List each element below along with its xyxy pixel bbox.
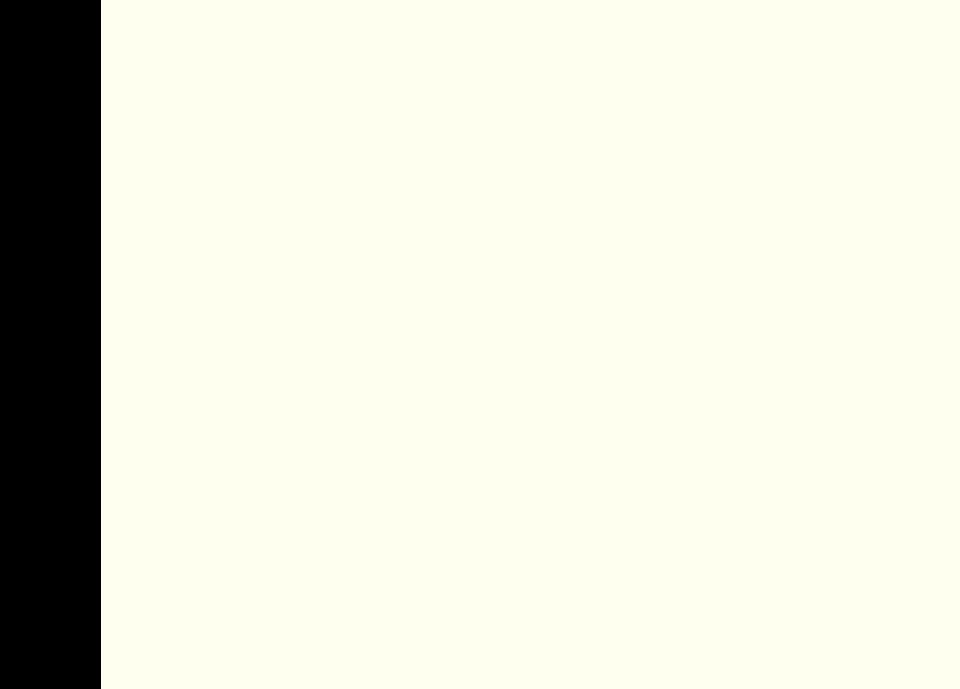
Text: • Tire traction . . . . . . . . . . . . . . . . . . . . . . . . . . . . . 7-47: • Tire traction . . . . . . . . . . . . …: [536, 305, 885, 318]
Text: Engine oil  . . . . . . . . . . . . . . . . . . . . . . . . . . . . . . 7-23: Engine oil . . . . . . . . . . . . . . .…: [113, 345, 490, 358]
Text: Fuses . . . . . . . . . . . . . . . . . . . . . . . . . . . . . . . . . . . 7-55: Fuses . . . . . . . . . . . . . . . . . …: [536, 536, 924, 549]
Text: Brake and clutch fluid. . . . . . . . . . . . . . . . . . . . . . . 7-28: Brake and clutch fluid. . . . . . . . . …: [113, 394, 502, 407]
Text: Engine coolant  . . . . . . . . . . . . . . . . . . . . . . . . . . . 7-25: Engine coolant . . . . . . . . . . . . .…: [113, 369, 497, 382]
Text: Wiper blades. . . . . . . . . . . . . . . . . . . . . . . . . . . . . . 7-35: Wiper blades. . . . . . . . . . . . . . …: [113, 590, 504, 603]
Text: • Radial-ply tires . . . . . . . . . . . . . . . . . . . . . . . . . . . 7-54: • Radial-ply tires . . . . . . . . . . .…: [536, 511, 887, 524]
Text: • Engine compartment fuse replacement . . . . . . . . . . 7-57: • Engine compartment fuse replacement . …: [536, 588, 904, 601]
Text: Automatic transmission fluid . . . . . . . . . . . . . . . . . 7-30: Automatic transmission fluid . . . . . .…: [113, 443, 499, 456]
Text: • Maintenance under severe usage conditions  . . . . . 7-19: • Maintenance under severe usage conditi…: [113, 296, 477, 309]
Text: CarManuals2.com: CarManuals2.com: [424, 80, 536, 93]
Bar: [101, 0, 960, 72]
Text: • Owner maintenance schedule . . . . . . . . . . . . . . . . 7-5: • Owner maintenance schedule . . . . . .…: [113, 223, 463, 236]
Text: Battery. . . . . . . . . . . . . . . . . . . . . . . . . . . . . . . . . . 7-38: Battery. . . . . . . . . . . . . . . . .…: [113, 615, 500, 628]
Text: • Summer tires  . . . . . . . . . . . . . . . . . . . . . . . . . . . . 7-53: • Summer tires . . . . . . . . . . . . .…: [536, 433, 890, 446]
Text: • All season tires  . . . . . . . . . . . . . . . . . . . . . . . . . . 7-52: • All season tires . . . . . . . . . . .…: [536, 408, 885, 421]
Text: • Owner maintenance precautions. . . . . . . . . . . . . . 7-4: • Owner maintenance precautions. . . . .…: [113, 174, 460, 187]
Bar: [912, 603, 960, 651]
Text: Air cleaner  . . . . . . . . . . . . . . . . . . . . . . . . . . . . . . 7-32: Air cleaner . . . . . . . . . . . . . . …: [113, 541, 497, 554]
Text: Washer fluid . . . . . . . . . . . . . . . . . . . . . . . . . . . . . 7-30: Washer fluid . . . . . . . . . . . . . .…: [113, 492, 496, 505]
Text: Scheduled maintenance service  . . . . . . . . . . . . . . . . 7-7: Scheduled maintenance service . . . . . …: [113, 247, 507, 260]
Text: • Recommended cold tire inflation pressures. . . . . . . . 7-41: • Recommended cold tire inflation pressu…: [536, 152, 907, 165]
Text: Climate control air filter . . . . . . . . . . . . . . . . . . . . . 7-33: Climate control air filter . . . . . . .…: [113, 566, 503, 579]
Text: • Fuse/relay panel description  . . . . . . . . . . . . . . . . . 7-58: • Fuse/relay panel description . . . . .…: [536, 613, 895, 626]
Text: • Wheel alignment and tire balance . . . . . . . . . . . . . . 7-44: • Wheel alignment and tire balance . . .…: [536, 228, 901, 241]
Text: Maintenance: Maintenance: [108, 31, 320, 59]
Text: • Tire terminology and definitions . . . . . . . . . . . . . . 7-51: • Tire terminology and definitions . . .…: [536, 382, 890, 395]
Text: 7: 7: [926, 613, 946, 641]
Text: Parking brake. . . . . . . . . . . . . . . . . . . . . . . . . . . . . 7-31: Parking brake. . . . . . . . . . . . . .…: [113, 517, 501, 530]
Text: • Wheel replacement . . . . . . . . . . . . . . . . . . . . . . . . . 7-46: • Wheel replacement . . . . . . . . . . …: [536, 280, 900, 293]
Text: Tires and wheels. . . . . . . . . . . . . . . . . . . . . . . . . . . 7-41: Tires and wheels. . . . . . . . . . . . …: [536, 100, 926, 113]
Text: • Normal maintenance schedule  . . . . . . . . . . . . . . . 7-8: • Normal maintenance schedule . . . . . …: [113, 271, 463, 285]
Text: Power steering fluid . . . . . . . . . . . . . . . . . . . . . . . . 7-29: Power steering fluid . . . . . . . . . .…: [113, 418, 504, 431]
Text: Explanation of scheduled maintenance items . . . . 7-20: Explanation of scheduled maintenance ite…: [113, 320, 494, 333]
Bar: [0, 0, 101, 60]
Text: • Tire rotation . . . . . . . . . . . . . . . . . . . . . . . . . . . . . 7-43: • Tire rotation . . . . . . . . . . . . …: [536, 203, 886, 216]
Text: Engine compartment . . . . . . . . . . . . . . . . . . . . . . . . 7-2: Engine compartment . . . . . . . . . . .…: [113, 100, 499, 113]
Text: • Owner’s responsibility  . . . . . . . . . . . . . . . . . . . 7-4: • Owner’s responsibility . . . . . . . .…: [113, 149, 443, 162]
Text: • Tire sidewall labeling  . . . . . . . . . . . . . . . . . . . . . . 7-47: • Tire sidewall labeling . . . . . . . .…: [536, 357, 889, 370]
Text: • Tire replacement. . . . . . . . . . . . . . . . . . . . . . . . . . . 7-45: • Tire replacement. . . . . . . . . . . …: [536, 254, 896, 267]
Text: • Tire care . . . . . . . . . . . . . . . . . . . . . . . . . . . . . . . . 7-41: • Tire care . . . . . . . . . . . . . . …: [536, 125, 887, 138]
Text: • Snow tires. . . . . . . . . . . . . . . . . . . . . . . . . . . . . . . 7-53: • Snow tires. . . . . . . . . . . . . . …: [536, 460, 886, 473]
Text: • Checking tire inflation pressure  . . . . . . . . . . . . . . 7-42: • Checking tire inflation pressure . . .…: [536, 177, 890, 190]
Text: Manual transmission fluid  . . . . . . . . . . . . . . . . . . . 7-30: Manual transmission fluid . . . . . . . …: [113, 468, 502, 480]
Text: • Tire maintenance  . . . . . . . . . . . . . . . . . . . . . . . . . 7-47: • Tire maintenance . . . . . . . . . . .…: [536, 331, 891, 344]
Text: Owner maintenance. . . . . . . . . . . . . . . . . . . . . . . . . 7-5: Owner maintenance. . . . . . . . . . . .…: [113, 198, 499, 211]
Text: • Tire chains . . . . . . . . . . . . . . . . . . . . . . . . . . . . . . 7-53: • Tire chains . . . . . . . . . . . . . …: [536, 485, 885, 498]
Bar: [101, 72, 960, 689]
Text: • Instrument panel fuse replacement . . . . . . . . . . . . . 7-56: • Instrument panel fuse replacement . . …: [536, 562, 903, 575]
Text: Maintenance services. . . . . . . . . . . . . . . . . . . . . . . . 7-4: Maintenance services. . . . . . . . . . …: [113, 125, 501, 138]
Text: carmanualsonline.info: carmanualsonline.info: [839, 672, 955, 682]
